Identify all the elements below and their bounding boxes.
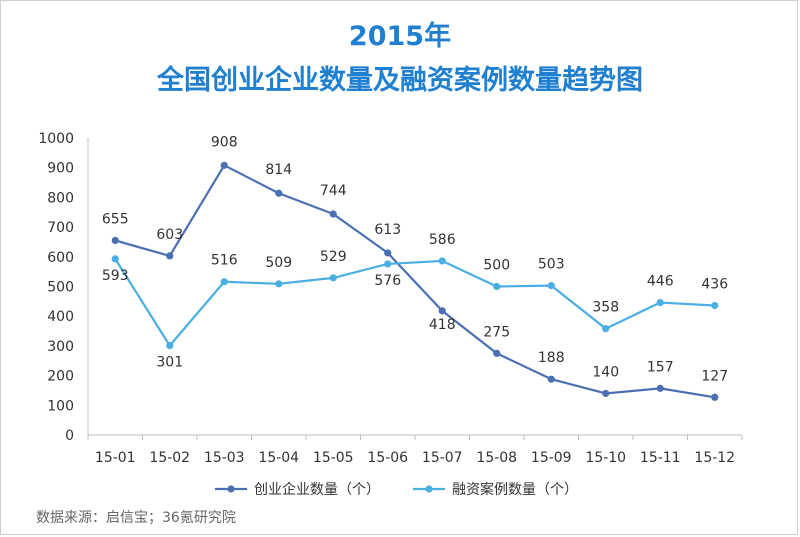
- series-2-point: [220, 278, 228, 286]
- y-tick-label: 200: [47, 369, 74, 385]
- series-1-point: [329, 210, 337, 218]
- series-2-point: [493, 282, 501, 291]
- legend-marker-2: [425, 485, 433, 493]
- series-2-data-label: 500: [483, 258, 510, 274]
- series-2-point: [602, 325, 610, 333]
- series-1-point: [166, 252, 174, 260]
- series-1-data-label: 655: [102, 211, 129, 227]
- x-tick-label: 15-01: [95, 450, 136, 466]
- series-1-data-label: 418: [429, 317, 456, 333]
- series-2-data-label: 503: [538, 257, 565, 273]
- series-2-data-label: 593: [102, 268, 129, 284]
- y-tick-label: 400: [47, 309, 74, 325]
- series-2-data-label: 516: [211, 253, 238, 269]
- series-2-point: [329, 274, 337, 282]
- series-2-point: [656, 298, 664, 307]
- source-note: 数据来源：启信宝；36氪研究院: [36, 510, 236, 526]
- y-tick-label: 100: [47, 398, 74, 414]
- series-1-data-label: 744: [320, 183, 347, 199]
- y-tick-label: 700: [47, 220, 74, 236]
- x-tick-label: 15-03: [204, 450, 245, 466]
- x-tick-label: 15-08: [476, 450, 517, 466]
- x-tick-label: 15-06: [367, 450, 408, 466]
- x-tick-label: 15-09: [531, 450, 572, 466]
- series-1-point: [220, 161, 228, 169]
- series-line-1: [114, 164, 715, 399]
- series-1-data-label: 613: [374, 222, 401, 238]
- y-tick-label: 800: [47, 190, 74, 206]
- series-2-data-label: 509: [265, 255, 292, 271]
- y-tick-label: 500: [47, 280, 74, 296]
- series-1-point: [493, 349, 501, 357]
- series-2-point: [547, 282, 555, 290]
- series-2-point: [438, 257, 446, 265]
- series-2-data-label: 436: [701, 277, 728, 293]
- x-tick-label: 15-05: [313, 450, 354, 466]
- x-tick-label: 15-10: [585, 450, 626, 466]
- y-tick-label: 900: [47, 161, 74, 177]
- legend-label-2: 融资案例数量（个）: [452, 481, 578, 498]
- x-tick-label: 15-11: [640, 450, 681, 466]
- y-tick-label: 0: [65, 428, 74, 444]
- series-2-point: [166, 342, 174, 350]
- series-1-data-label: 275: [483, 324, 510, 340]
- series-1-data-label: 603: [156, 227, 183, 243]
- legend-label-1: 创业企业数量（个）: [254, 481, 380, 498]
- series-1-data-label: 908: [211, 134, 238, 150]
- series-2-data-label: 358: [592, 300, 619, 316]
- y-tick-label: 600: [47, 250, 74, 266]
- series-2-point: [275, 280, 283, 288]
- x-tick-label: 15-04: [258, 450, 299, 466]
- series-1-point: [547, 375, 555, 383]
- series-2-data-label: 529: [320, 249, 347, 265]
- series-2-data-label: 586: [429, 232, 456, 248]
- chart-title: 全国创业企业数量及融资案例数量趋势图: [157, 65, 643, 96]
- series-2-point: [111, 255, 119, 263]
- series-1-data-label: 157: [647, 359, 674, 375]
- x-tick-label: 15-02: [149, 450, 190, 466]
- y-tick-label: 1000: [38, 131, 74, 147]
- series-1-data-label: 814: [265, 162, 292, 178]
- y-tick-label: 300: [47, 339, 74, 355]
- x-tick-label: 15-12: [694, 450, 735, 466]
- x-tick-label: 15-07: [422, 450, 463, 466]
- series-1-data-label: 140: [592, 364, 619, 380]
- series-2-data-label: 446: [647, 274, 674, 290]
- series-1-point: [711, 393, 719, 401]
- chart-title-year: 2015年: [348, 21, 452, 52]
- series-2-point: [384, 260, 392, 268]
- series-1-data-label: 127: [701, 368, 728, 384]
- series-2-data-label: 576: [374, 273, 401, 289]
- series-2-data-label: 301: [156, 355, 183, 371]
- series-line-2: [114, 258, 715, 347]
- series-1-point: [656, 384, 664, 392]
- series-1-point: [384, 249, 392, 257]
- series-2-point: [711, 301, 719, 310]
- series-1-data-label: 188: [538, 350, 565, 366]
- series-1-point: [438, 307, 446, 315]
- series-1-point: [602, 389, 610, 398]
- legend-marker-1: [227, 485, 235, 493]
- series-1-point: [275, 189, 283, 197]
- series-1-point: [111, 236, 119, 245]
